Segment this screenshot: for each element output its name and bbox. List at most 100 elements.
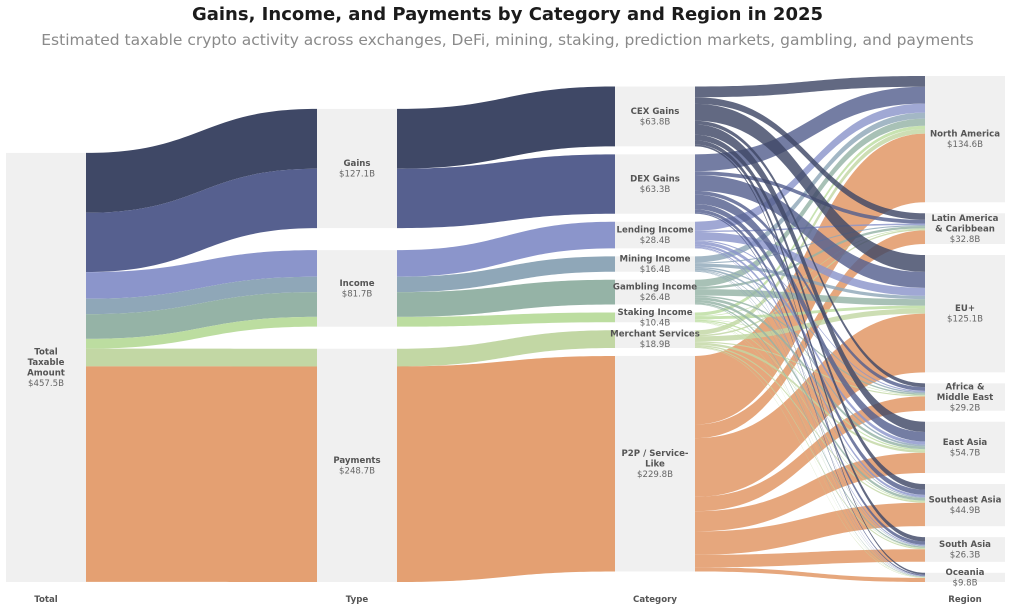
link-gambling-eastasia [695,297,925,450]
node-value-staking: $10.4B [640,318,671,328]
link-cex-latam [695,97,925,220]
node-eu [925,255,1005,373]
node-staking [615,312,695,323]
link-lending-southasia [695,246,925,546]
link-p2p-eu [695,313,925,497]
link-gains-cex [397,86,615,169]
node-value-latam: $32.8B [950,235,981,245]
node-value-southasia: $26.3B [950,550,981,560]
node-label-na: North America [930,130,1000,140]
link-staking-sea [695,320,925,502]
node-label-payments: Payments [333,456,380,466]
link-mining-oceania [695,271,925,577]
node-value-gambling: $26.4B [640,293,671,303]
node-label-eu: EU+ [955,304,975,314]
node-label-income: Income [339,279,374,289]
node-mea [925,383,1005,411]
link-mining-latam [695,224,925,264]
node-value-income: $81.7B [342,289,373,299]
link-total-income-mining [86,276,317,315]
node-label-latam: Latin America & Caribbean [932,214,999,235]
node-value-p2p: $229.8B [637,470,673,480]
node-label-lending: Lending Income [617,226,694,236]
nodes-layer [6,76,1005,583]
link-total-gains-cex [86,108,317,213]
node-label-mea: Africa & Middle East [937,382,993,403]
link-gains-dex [397,154,615,229]
node-label-dex: DEX Gains [630,175,680,185]
link-gambling-mea [695,295,925,395]
link-dex-sea [695,204,925,495]
node-value-gains: $127.1B [339,170,375,180]
node-label-oceania: Oceania [946,568,985,578]
node-total [6,152,86,583]
link-p2p-mea [695,396,925,512]
node-value-oceania: $9.8B [952,578,977,588]
node-southasia [925,537,1005,562]
link-cex-oceania [695,144,925,575]
link-gambling-latam [695,226,925,290]
node-value-dex: $63.3B [640,185,671,195]
link-dex-oceania [695,212,925,576]
node-label-gains: Gains [343,159,370,169]
link-gambling-na [695,118,925,287]
link-merchant-eastasia [695,342,925,453]
link-staking-southasia [695,321,925,549]
chart-subtitle: Estimated taxable crypto activity across… [41,31,974,49]
link-cex-sea [695,134,925,490]
links-layer [86,76,925,582]
node-label-southasia: South Asia [939,540,991,550]
labels-layer: Total Taxable Amount$457.5B Gains$127.1B Inc… [27,107,1002,588]
node-label-eastasia: East Asia [943,438,988,448]
link-mining-southasia [695,270,925,547]
node-value-sea: $44.9B [950,506,981,516]
link-income-lending [397,221,615,277]
link-total-income-lending [86,250,317,299]
link-mining-mea [695,266,925,394]
node-sea [925,484,1005,527]
link-merchant-oceania [695,347,925,578]
link-lending-eu [695,232,925,296]
link-total-gains-dex [86,168,317,273]
link-total-payments-merchant [86,348,317,367]
node-lending [615,221,695,249]
link-dex-latam [695,171,925,224]
node-label-merchant: Merchant Services [610,330,700,340]
node-p2p [615,355,695,572]
node-oceania [925,572,1005,582]
link-staking-oceania [695,321,925,578]
link-income-staking [397,312,615,327]
column-label-type: Type [346,595,369,605]
node-gambling [615,279,695,305]
node-value-lending: $28.4B [640,236,671,246]
node-value-total: $457.5B [28,379,64,389]
link-dex-mea [695,190,925,391]
link-staking-latam [695,228,925,317]
column-label-region: Region [948,595,982,605]
link-merchant-mea [695,341,925,397]
node-value-mining: $16.4B [640,265,671,275]
link-gambling-oceania [695,303,925,578]
column-labels: Total Type Category Region [34,595,982,605]
link-total-income-staking [86,316,317,349]
node-value-eu: $125.1B [947,315,983,325]
node-cex [615,86,695,147]
chart-title: Gains, Income, and Payments by Category … [191,4,824,25]
node-value-payments: $248.7B [339,466,375,476]
link-mining-sea [695,269,925,499]
link-cex-mea [695,120,925,388]
link-mining-eastasia [695,268,925,447]
node-label-staking: Staking Income [617,308,692,318]
node-label-p2p: P2P / Service-Like [622,449,689,470]
node-gains [317,108,397,229]
node-label-cex: CEX Gains [631,107,680,117]
link-income-mining [397,256,615,293]
node-merchant [615,330,695,348]
node-value-eastasia: $54.7B [950,448,981,458]
link-dex-southasia [695,209,925,545]
link-lending-oceania [695,247,925,577]
link-payments-merchant [397,330,615,367]
node-income [317,250,397,327]
node-label-gambling: Gambling Income [613,283,697,293]
